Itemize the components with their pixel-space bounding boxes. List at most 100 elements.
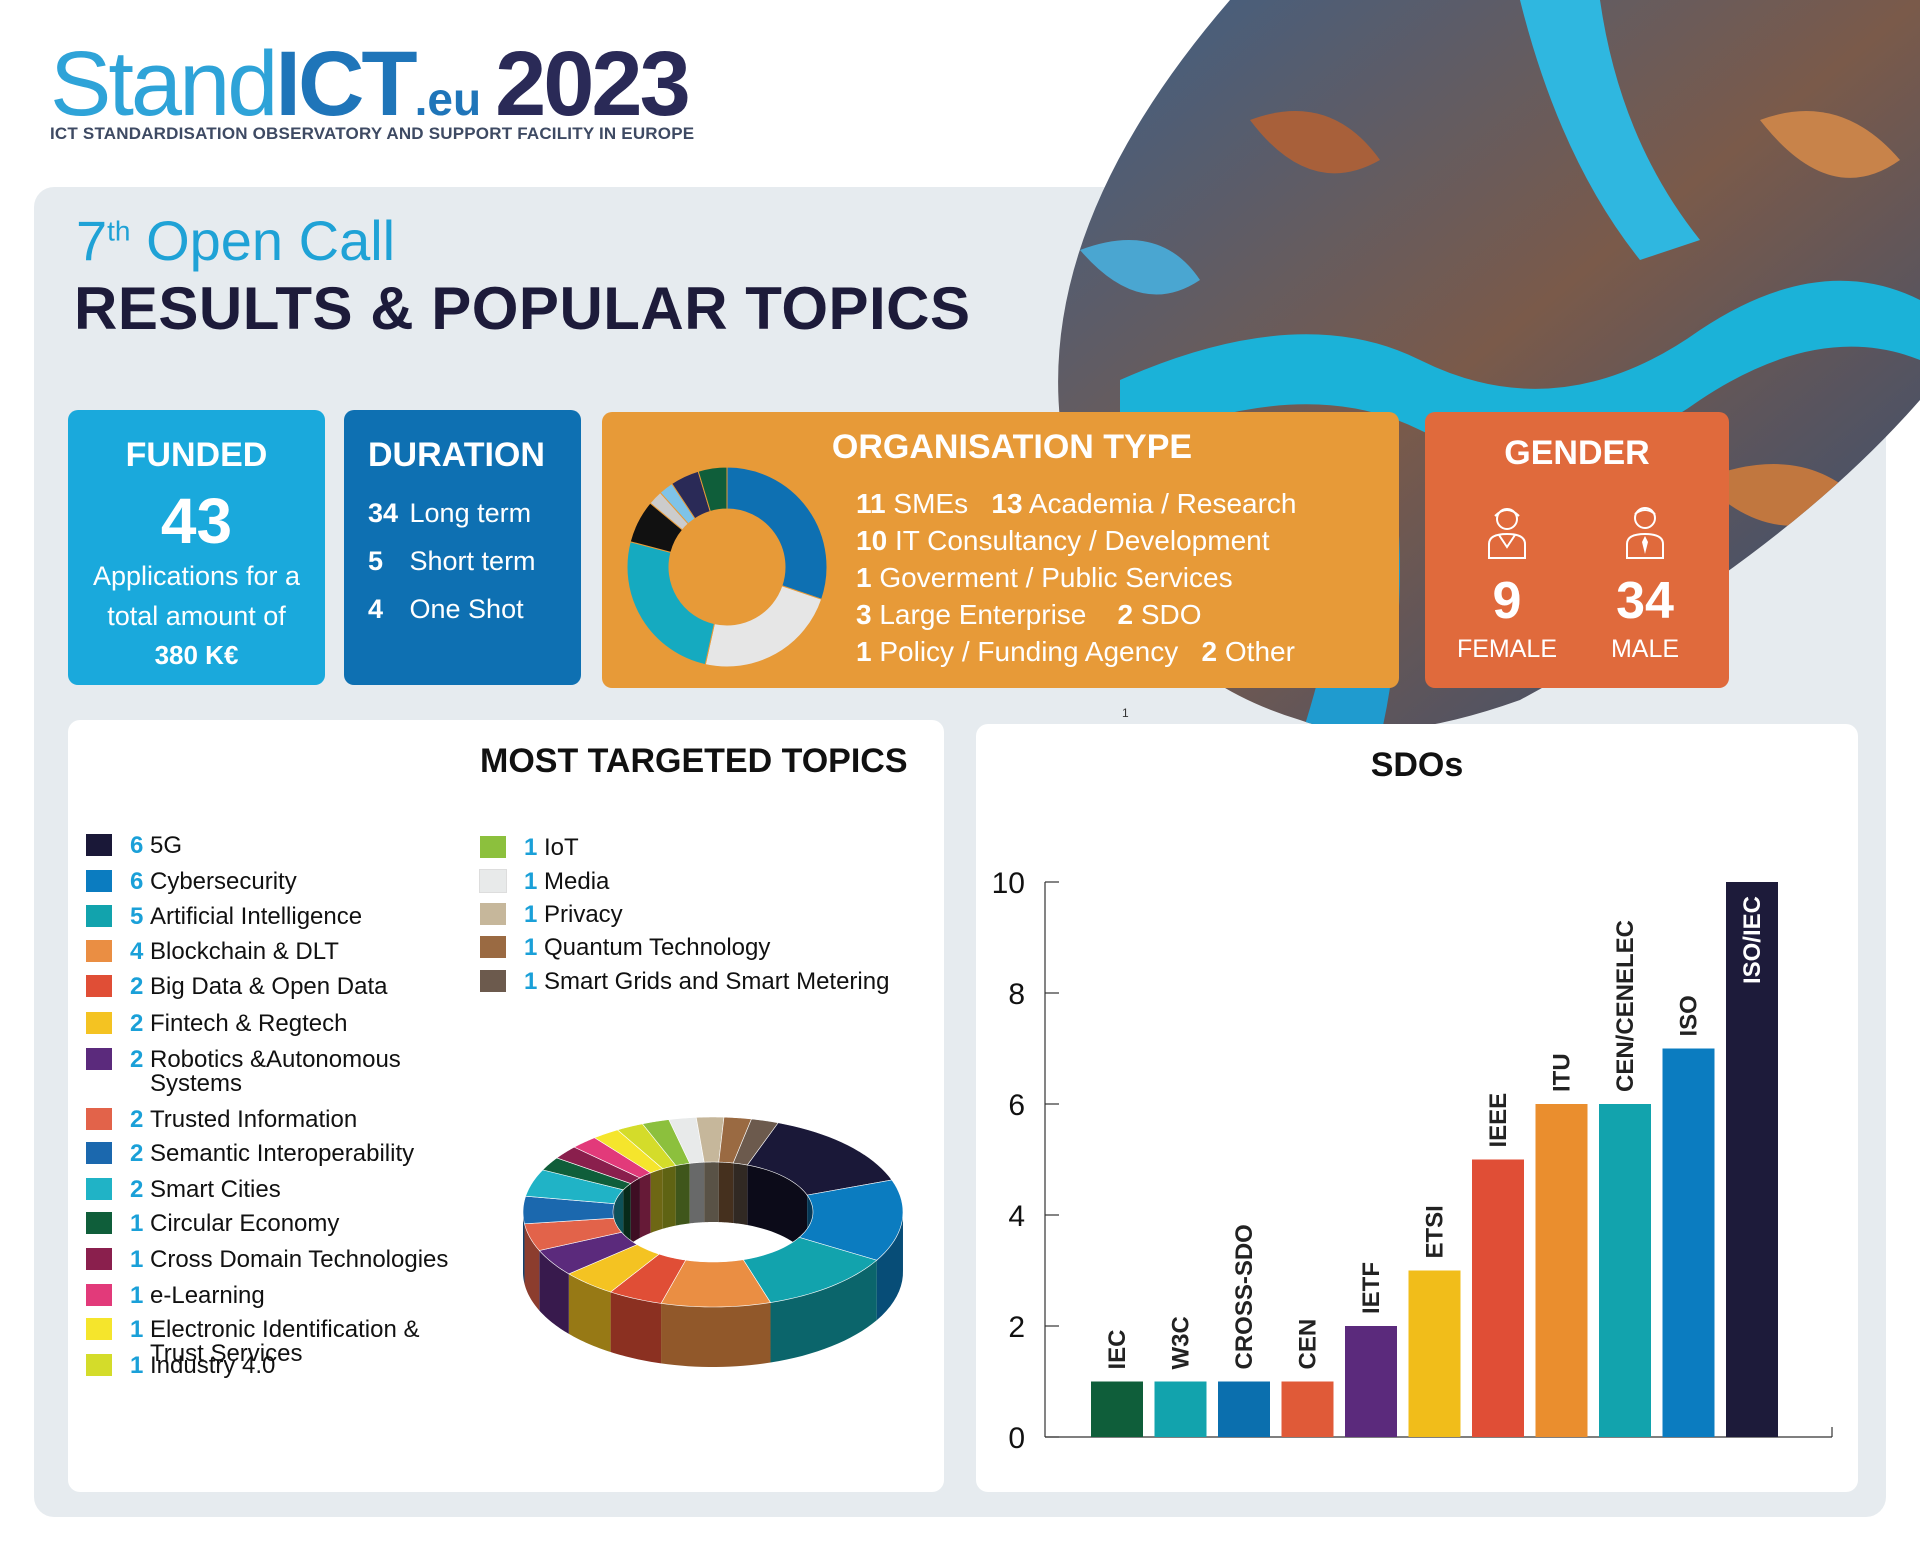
bar-etsi	[1408, 1270, 1461, 1437]
org-slice-2	[626, 541, 715, 666]
legend-label: 5G	[150, 832, 183, 859]
y-tick-label: 10	[992, 867, 1025, 900]
funded-number: 43	[160, 485, 233, 557]
bar-label: CEN/CENELEC	[1612, 920, 1639, 1092]
legend-count: 1	[130, 1316, 144, 1343]
bar-iso	[1662, 1048, 1715, 1437]
topic-wall-8	[523, 1211, 525, 1284]
logo-eu: .eu	[414, 73, 482, 125]
bar-iec	[1091, 1381, 1143, 1437]
duration-row: 34 Long term	[368, 498, 532, 528]
legend-count: 1	[130, 1282, 144, 1309]
topic-inner-11	[630, 1177, 640, 1244]
legend-swatch	[86, 1248, 112, 1270]
org-line: 11 SMEs 13 Academia / Research	[856, 488, 1297, 519]
topics-card: MOST TARGETED TOPICS 6 5G 6 Cybersecurity 5 A…	[68, 720, 944, 1492]
topic-inner-0	[747, 1165, 808, 1256]
male-label: MALE	[1610, 635, 1680, 663]
legend-swatch	[86, 1318, 112, 1340]
legend-label: e-Learning	[150, 1282, 265, 1309]
funded-title: FUNDED	[125, 436, 268, 474]
legend-count: 1	[524, 834, 538, 861]
bar-itu	[1535, 1104, 1588, 1437]
female-label: FEMALE	[1456, 635, 1558, 663]
organisation-title: ORGANISATION TYPE	[831, 428, 1193, 466]
bar-label: ITU	[1549, 1053, 1576, 1092]
legend-swatch	[86, 905, 112, 927]
y-tick-label: 4	[1008, 1200, 1025, 1233]
bar-label: CROSS-SDO	[1231, 1224, 1258, 1369]
duration-title: DURATION	[368, 436, 545, 474]
topic-inner-18	[718, 1162, 734, 1224]
bar-cross-sdo	[1218, 1381, 1270, 1437]
legend-swatch	[86, 940, 112, 962]
legend-label: Artificial Intelligence	[150, 903, 363, 930]
male-count: 34	[1616, 572, 1674, 630]
topic-inner-12	[639, 1172, 651, 1238]
legend-count: 6	[130, 832, 144, 859]
bar-label: CEN	[1295, 1319, 1322, 1370]
org-slice-1	[704, 585, 823, 668]
bar-iso-iec	[1726, 882, 1778, 1437]
legend-swatch	[86, 1048, 112, 1070]
sdo-bar-chart: 0 2 4 6 8 10 IEC W3C CROSS-SDO CEN IETF ETSI IEEE ITU…	[992, 867, 1833, 1455]
topic-inner-15	[675, 1163, 690, 1226]
legend-swatch	[480, 936, 506, 958]
bar-label: IETF	[1358, 1262, 1385, 1314]
bar-label: ISO/IEC	[1739, 896, 1766, 984]
legend-label: Smart Grids and Smart Metering	[544, 968, 890, 995]
topic-wall-3	[661, 1302, 771, 1367]
legend-count: 5	[130, 903, 144, 930]
legend-label: Quantum Technology	[544, 934, 771, 961]
legend-label: IoT	[544, 834, 579, 861]
topic-wall-6	[539, 1250, 569, 1334]
male-icon	[1626, 507, 1664, 559]
legend-swatch	[86, 1108, 112, 1130]
legend-label: Electronic Identification & Trust Servic…	[150, 1316, 420, 1367]
duration-row: 5 Short term	[368, 546, 536, 576]
sdo-title: SDOs	[1370, 746, 1464, 784]
topic-inner-10	[623, 1183, 631, 1250]
funded-description: Applications for a total amount of	[92, 561, 301, 631]
female-icon	[1488, 508, 1526, 559]
y-tick-label: 0	[1008, 1422, 1025, 1455]
legend-swatch	[86, 1284, 112, 1306]
legend-count: 2	[130, 1140, 144, 1167]
legend-label: Big Data & Open Data	[150, 973, 388, 1000]
legend-count: 2	[130, 1046, 144, 1073]
female-count: 9	[1492, 572, 1522, 630]
topic-wall-2	[770, 1260, 877, 1363]
legend-swatch	[86, 1212, 112, 1234]
bar-cen	[1281, 1381, 1334, 1437]
legend-count: 1	[524, 934, 538, 961]
org-line: 10 IT Consultancy / Development	[856, 525, 1270, 556]
legend-count: 2	[130, 1010, 144, 1037]
logo-subtitle: ICT STANDARDISATION OBSERVATORY AND SUPP…	[50, 124, 695, 143]
topics-title: MOST TARGETED TOPICS	[480, 742, 908, 780]
bar-ietf	[1345, 1326, 1397, 1437]
organisation-card: ORGANISATION TYPE 11 SMEs 13 Academia / …	[602, 412, 1399, 688]
org-slice-7	[697, 466, 728, 513]
open-call-heading: 7th Open Call	[76, 209, 396, 272]
legend-count: 1	[524, 868, 538, 895]
legend-swatch	[479, 869, 507, 893]
y-tick-label: 6	[1008, 1089, 1025, 1122]
gender-female: 9 FEMALE	[1437, 502, 1577, 664]
gender-card: GENDER 9 FEMALE 34 MALE	[1425, 412, 1729, 688]
y-tick-label: 2	[1008, 1311, 1025, 1344]
legend-count: 1	[524, 901, 538, 928]
legend-count: 2	[130, 1106, 144, 1133]
topic-wall-5	[568, 1273, 611, 1353]
org-line: 1 Goverment / Public Services	[856, 562, 1233, 593]
gender-male: 34 MALE	[1575, 502, 1715, 664]
legend-count: 1	[130, 1210, 144, 1237]
legend-label: Cybersecurity	[150, 868, 297, 895]
legend-label: Media	[544, 868, 610, 895]
legend-swatch	[86, 1354, 112, 1376]
legend-swatch	[86, 1142, 112, 1164]
org-line: 1 Policy / Funding Agency 2 Other	[856, 636, 1295, 667]
legend-swatch	[480, 970, 506, 992]
y-tick-label: 8	[1008, 978, 1025, 1011]
legend-label: Smart Cities	[150, 1176, 281, 1203]
gender-title: GENDER	[1504, 434, 1650, 472]
